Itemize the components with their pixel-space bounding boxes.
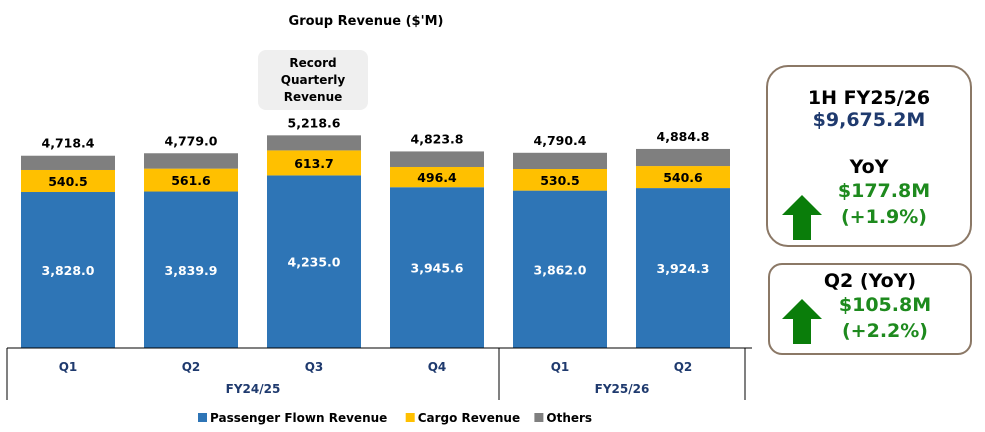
- bar-others: [21, 155, 115, 170]
- data-label: 530.5: [540, 173, 580, 188]
- legend-swatch: [405, 413, 415, 422]
- legend-label: Cargo Revenue: [418, 411, 520, 425]
- bar-cargo-revenue: [636, 166, 730, 189]
- legend-swatch: [534, 413, 544, 422]
- bar-others: [144, 153, 238, 169]
- bar-others: [390, 151, 484, 167]
- total-label: 5,218.6: [288, 115, 341, 130]
- bar-others: [267, 135, 361, 151]
- q2-percent: (+2.2%): [842, 320, 928, 342]
- yoy-title: YoY: [849, 156, 889, 178]
- chart-title: Group Revenue ($'M): [289, 14, 444, 29]
- bar-cargo-revenue: [144, 168, 238, 192]
- half-year-summary-panel: 1H FY25/26 $9,675.2M YoY $177.8M (+1.9%): [766, 65, 972, 247]
- bar-passenger-flown-revenue: [636, 188, 730, 348]
- up-arrow-icon: [782, 299, 822, 344]
- data-label: 540.6: [663, 170, 703, 185]
- bar-passenger-flown-revenue: [390, 187, 484, 348]
- group-revenue-chart: Group Revenue ($'M) 3,828.0 540.5 4,718.4 Q1…: [6, 14, 752, 425]
- total-label: 4,884.8: [657, 129, 710, 144]
- x-tick-label: Q2: [674, 360, 693, 374]
- x-tick-label: Q4: [428, 360, 447, 374]
- data-label: 540.5: [48, 174, 88, 189]
- bar-cargo-revenue: [267, 150, 361, 176]
- x-tick-label: Q2: [182, 360, 201, 374]
- q2-value: $105.8M: [838, 294, 932, 316]
- q2-title: Q2 (YoY): [823, 270, 917, 292]
- bar-passenger-flown-revenue: [513, 190, 607, 348]
- legend-label: Others: [546, 411, 592, 425]
- x-tick-label: Q3: [305, 360, 324, 374]
- data-label: 613.7: [294, 156, 334, 171]
- data-label: 3,945.6: [411, 261, 464, 276]
- bar-cargo-revenue: [390, 166, 484, 188]
- bar-others: [636, 148, 730, 167]
- bar-cargo-revenue: [513, 169, 607, 191]
- legend-label: Passenger Flown Revenue: [210, 411, 387, 425]
- data-label: 4,235.0: [288, 255, 341, 270]
- half-year-value: $9,675.2M: [812, 109, 926, 131]
- data-label: 561.6: [171, 173, 211, 188]
- bar-passenger-flown-revenue: [267, 175, 361, 348]
- half-year-title: 1H FY25/26: [807, 87, 931, 109]
- data-label: 496.4: [417, 170, 457, 185]
- q2-summary-panel: Q2 (YoY) $105.8M (+2.2%): [768, 263, 972, 355]
- yoy-percent: (+1.9%): [841, 206, 927, 228]
- bar-passenger-flown-revenue: [21, 192, 115, 348]
- x-tick-label: Q1: [59, 360, 78, 374]
- callout-text: Record Quarterly Revenue: [280, 55, 346, 104]
- total-label: 4,718.4: [42, 136, 95, 151]
- bar-others: [513, 152, 607, 170]
- data-label: 3,862.0: [534, 262, 587, 277]
- x-tick-label: Q1: [551, 360, 570, 374]
- x-group-label: FY24/25: [226, 382, 281, 396]
- bar-cargo-revenue: [21, 169, 115, 193]
- total-label: 4,823.8: [411, 131, 464, 146]
- data-label: 3,924.3: [657, 261, 710, 276]
- legend-swatch: [198, 413, 207, 422]
- x-group-label: FY25/26: [595, 382, 650, 396]
- data-label: 3,839.9: [165, 263, 218, 278]
- record-quarterly-revenue-callout: Record Quarterly Revenue: [258, 50, 368, 110]
- total-label: 4,790.4: [534, 133, 587, 148]
- total-label: 4,779.0: [165, 133, 218, 148]
- data-label: 3,828.0: [42, 263, 95, 278]
- bar-passenger-flown-revenue: [144, 191, 238, 348]
- yoy-value: $177.8M: [837, 180, 931, 202]
- up-arrow-icon: [782, 195, 822, 240]
